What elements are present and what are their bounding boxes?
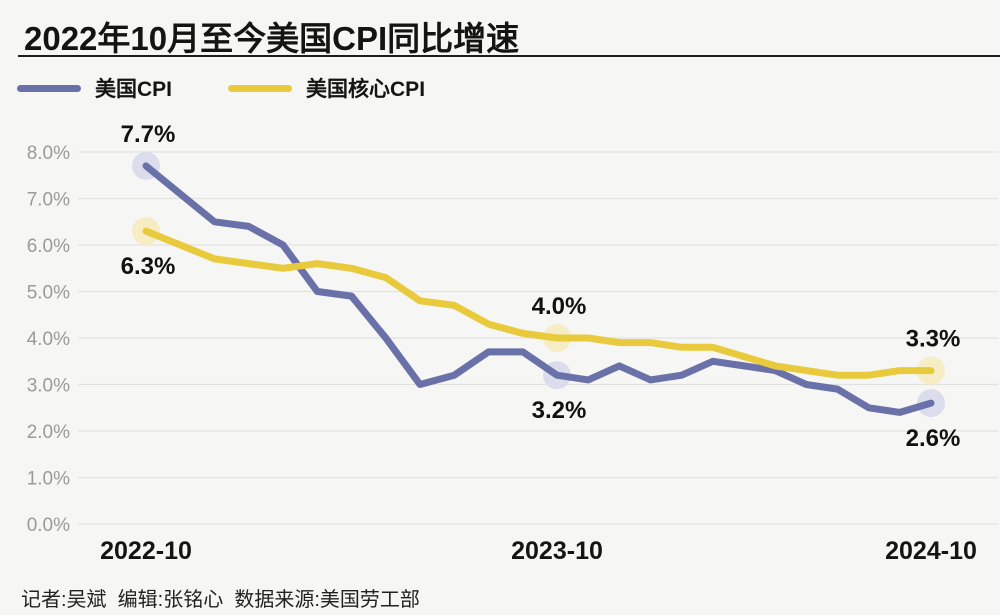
credits: 记者:吴斌 编辑:张铭心 数据来源:美国劳工部 — [21, 589, 420, 611]
y-axis-label: 2.0% — [27, 422, 70, 443]
legend-label-us-cpi: 美国CPI — [95, 78, 173, 101]
legend-item-us-core-cpi: 美国核心CPI — [228, 73, 425, 103]
series-line-us-core-cpi — [142, 227, 935, 379]
y-axis-label: 4.0% — [27, 329, 70, 350]
y-axis-label: 6.0% — [27, 236, 70, 257]
data-label: 6.3% — [121, 253, 176, 280]
legend-label-us-core-cpi: 美国核心CPI — [306, 78, 426, 101]
x-axis-label: 2022-10 — [100, 537, 192, 565]
legend-swatch-us-core-cpi — [228, 84, 293, 92]
legend-item-us-cpi: 美国CPI — [17, 73, 172, 103]
chart-title: 2022年10月至今美国CPI同比增速 — [24, 20, 520, 57]
y-axis-label: 8.0% — [27, 143, 70, 164]
data-label: 4.0% — [532, 293, 587, 320]
y-axis-label: 7.0% — [27, 190, 70, 211]
title-divider — [18, 55, 1000, 57]
x-axis-label: 2024-10 — [885, 537, 977, 565]
data-label: 2.6% — [906, 425, 961, 452]
y-axis-label: 3.0% — [27, 376, 70, 397]
series-line-us-cpi — [142, 162, 935, 416]
legend-swatch-us-cpi — [17, 84, 81, 92]
legend: 美国CPI 美国核心CPI — [17, 74, 425, 102]
data-label: 3.3% — [906, 326, 961, 353]
x-axis-label: 2023-10 — [511, 537, 603, 565]
y-axis-label: 0.0% — [27, 515, 70, 536]
y-axis-label: 5.0% — [27, 283, 70, 304]
y-axis-label: 1.0% — [27, 469, 70, 490]
data-label: 3.2% — [532, 397, 587, 424]
data-label: 7.7% — [121, 121, 176, 148]
